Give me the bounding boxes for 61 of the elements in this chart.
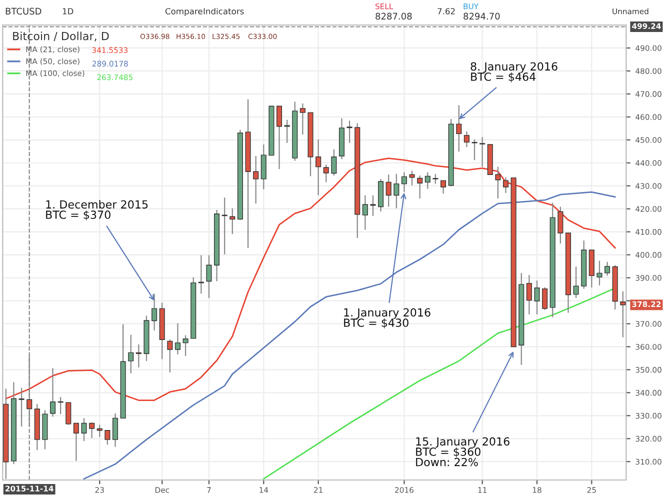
candlestick xyxy=(386,174,392,208)
candlestick xyxy=(276,106,282,170)
candlestick xyxy=(331,148,337,176)
candlestick xyxy=(542,286,548,311)
candlestick xyxy=(432,173,438,184)
candlestick xyxy=(73,422,79,462)
candlestick xyxy=(50,368,56,418)
candlestick xyxy=(284,119,290,144)
candlestick xyxy=(394,173,400,209)
candlestick xyxy=(300,102,306,136)
candlestick xyxy=(573,266,579,299)
text: 7.62 xyxy=(438,8,455,14)
candlestick xyxy=(495,166,501,200)
annotation: 8. January 2016 BTC = $464 xyxy=(470,62,558,82)
candlestick xyxy=(323,164,329,183)
candlestick xyxy=(424,172,430,190)
candlestick xyxy=(456,104,462,152)
line-series xyxy=(5,158,616,401)
candlestick xyxy=(182,334,188,356)
text: Compare xyxy=(165,8,202,16)
candlestick xyxy=(596,260,602,286)
candlestick xyxy=(128,334,134,374)
candlestick xyxy=(112,412,118,448)
candlestick xyxy=(362,194,368,230)
candlestick xyxy=(81,418,87,442)
candlestick xyxy=(66,402,72,426)
candlestick xyxy=(346,120,352,144)
text: 8294.70 xyxy=(464,12,500,20)
candlestick xyxy=(417,174,423,200)
candlestick xyxy=(230,208,236,235)
text: Bitcoin / Dollar, D xyxy=(13,32,109,42)
candlestick xyxy=(472,138,478,161)
candlestick xyxy=(89,422,95,438)
text: 8287.08 xyxy=(376,12,412,20)
candlestick xyxy=(167,339,173,374)
candlestick xyxy=(18,387,24,428)
text: 1D xyxy=(62,8,74,14)
candlestick xyxy=(260,144,266,190)
candlestick xyxy=(316,138,322,196)
candlestick xyxy=(401,172,407,193)
candlestick xyxy=(526,274,532,315)
candlestick xyxy=(480,136,486,168)
candlestick xyxy=(136,344,142,368)
annotation: 15. January 2016 BTC = $360 Down: 22% xyxy=(416,437,510,466)
candlestick xyxy=(96,424,102,438)
candlestick xyxy=(464,130,470,148)
text: Indicators xyxy=(204,8,244,14)
candlestick xyxy=(558,206,564,244)
text: BTCUSD xyxy=(6,8,42,15)
candlestick xyxy=(534,280,540,315)
candlestick xyxy=(370,194,376,217)
candlestick xyxy=(152,293,158,331)
candlestick xyxy=(253,155,259,204)
annotation: 1. December 2015 BTC = $370 xyxy=(46,200,148,220)
annotation: 1. January 2016 BTC = $430 xyxy=(344,308,430,328)
candlestick xyxy=(206,254,212,299)
candlestick xyxy=(604,261,610,276)
candlestick xyxy=(502,176,509,194)
candlestick xyxy=(440,180,446,194)
candlestick xyxy=(104,430,110,446)
candlestick xyxy=(174,322,180,355)
